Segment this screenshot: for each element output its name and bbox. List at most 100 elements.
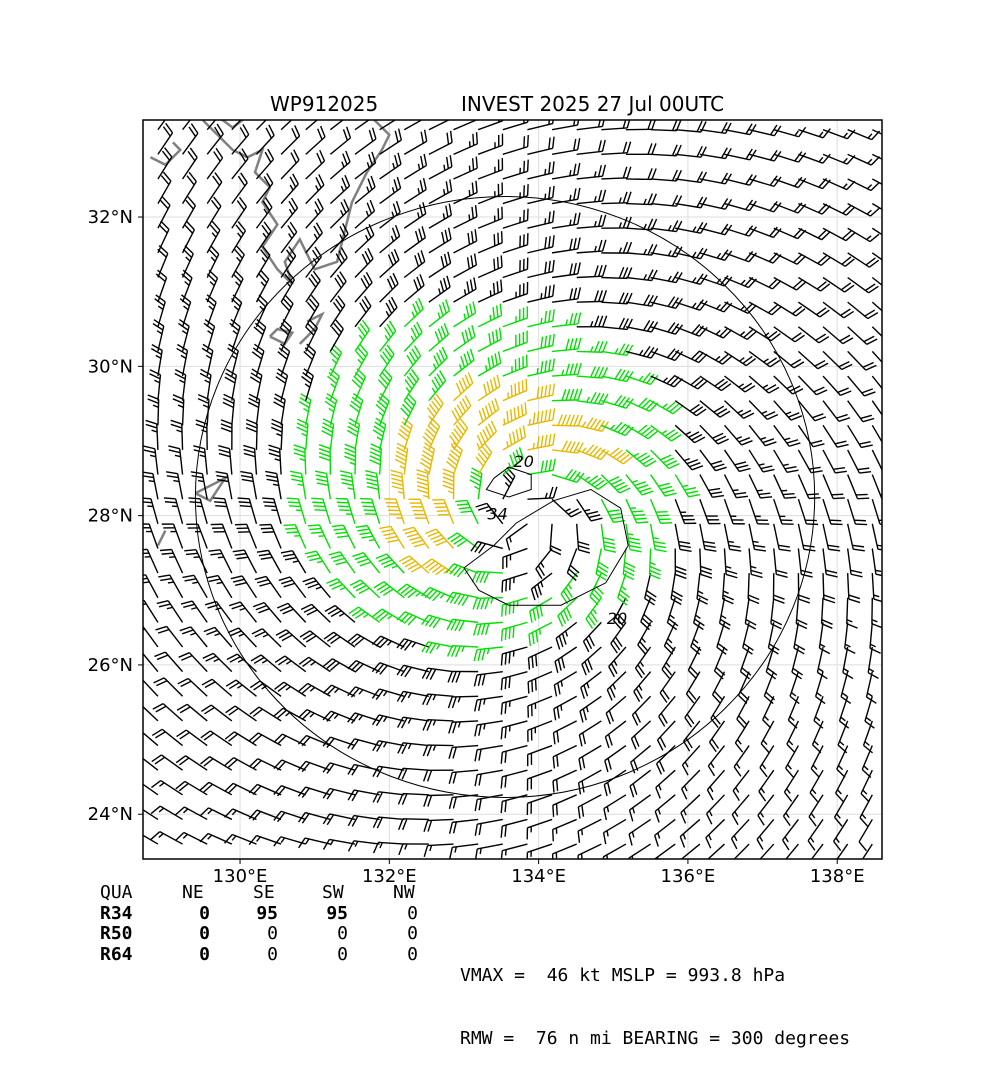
wind-barb bbox=[478, 134, 502, 155]
wind-barb bbox=[251, 655, 281, 672]
wind-barb bbox=[680, 819, 700, 847]
wind-barb bbox=[631, 721, 650, 749]
wind-barb bbox=[265, 471, 281, 499]
wind-barb bbox=[501, 721, 527, 739]
wind-barb bbox=[216, 472, 232, 500]
wind-barb bbox=[774, 499, 794, 524]
wind-barb bbox=[682, 770, 700, 799]
wind-barb bbox=[707, 795, 725, 824]
wind-barb bbox=[201, 705, 232, 721]
wind-barb bbox=[601, 142, 630, 155]
table-row: R64 0 0 0 0 bbox=[100, 945, 460, 966]
wind-barb bbox=[503, 306, 528, 326]
wind-barb bbox=[823, 450, 847, 473]
wind-barb bbox=[294, 445, 306, 475]
wind-barb bbox=[623, 548, 635, 579]
wind-barb bbox=[848, 278, 879, 293]
wind-barb bbox=[177, 730, 208, 745]
wind-barb bbox=[475, 819, 502, 835]
wind-barb bbox=[306, 174, 324, 203]
wind-barb bbox=[290, 471, 306, 499]
wind-barb bbox=[723, 573, 734, 604]
wind-barb bbox=[553, 770, 577, 792]
wind-barb bbox=[306, 199, 323, 229]
wind-barb bbox=[330, 127, 350, 155]
table-cell: 0 bbox=[267, 924, 278, 945]
wind-barb bbox=[578, 844, 601, 867]
wind-barb bbox=[552, 389, 582, 401]
wind-barb bbox=[675, 425, 705, 442]
wind-barb bbox=[304, 344, 316, 376]
wind-barb bbox=[724, 251, 756, 261]
wind-barb bbox=[429, 300, 450, 327]
wind-barb bbox=[424, 819, 453, 831]
table-cell: 0 bbox=[407, 904, 418, 925]
wind-barb bbox=[249, 759, 281, 770]
wind-barb bbox=[352, 553, 379, 573]
wind-barb bbox=[528, 696, 552, 717]
wind-barb bbox=[632, 696, 650, 725]
wind-barb bbox=[604, 770, 626, 796]
wind-barb bbox=[429, 107, 452, 130]
wind-barb bbox=[848, 401, 875, 422]
wind-barb bbox=[527, 408, 554, 425]
wind-barb bbox=[707, 770, 724, 800]
wind-barb bbox=[503, 355, 527, 376]
wind-barb bbox=[306, 126, 325, 154]
row-label-r64: R64 bbox=[100, 945, 133, 966]
wind-barb bbox=[553, 795, 577, 817]
wind-barb bbox=[246, 420, 257, 450]
wind-barb bbox=[399, 819, 429, 830]
wind-barb bbox=[323, 685, 355, 696]
wind-barb bbox=[209, 550, 232, 573]
wind-barb bbox=[848, 475, 870, 499]
wind-barb bbox=[188, 498, 207, 524]
wind-barb bbox=[601, 167, 630, 179]
coastline-segment bbox=[151, 142, 181, 164]
wind-barb bbox=[555, 647, 577, 673]
wind-barb bbox=[474, 672, 502, 687]
wind-barb bbox=[527, 383, 554, 400]
wind-barb bbox=[447, 619, 478, 631]
header-ne: NE bbox=[182, 883, 204, 904]
wind-barb bbox=[650, 548, 661, 578]
wind-barb bbox=[281, 125, 299, 154]
wind-barb bbox=[527, 260, 554, 278]
wind-barb bbox=[259, 524, 281, 548]
x-tick-label: 136°E bbox=[661, 866, 716, 887]
wind-barb bbox=[455, 500, 478, 523]
wind-barb bbox=[153, 704, 183, 721]
wind-barb bbox=[152, 729, 182, 745]
wind-barb bbox=[137, 524, 158, 548]
wind-barb bbox=[330, 272, 346, 303]
wind-barb bbox=[683, 746, 700, 776]
wind-barb bbox=[315, 471, 330, 499]
wind-barb bbox=[527, 211, 554, 229]
wind-barb bbox=[700, 450, 727, 471]
wind-barb bbox=[240, 472, 256, 500]
wind-barb bbox=[380, 153, 401, 179]
coastline bbox=[151, 116, 390, 545]
wind-barb bbox=[355, 128, 376, 155]
wind-barb bbox=[401, 394, 416, 426]
header-qua: QUA bbox=[100, 883, 133, 904]
wind-barb bbox=[550, 524, 561, 555]
wind-barb bbox=[231, 576, 257, 598]
y-tick-label: 24°N bbox=[88, 804, 133, 825]
wind-barb bbox=[454, 278, 476, 303]
wind-barb bbox=[355, 224, 374, 253]
y-tick-label: 28°N bbox=[88, 506, 133, 527]
wind-barb bbox=[449, 770, 478, 784]
wind-barb bbox=[403, 527, 429, 548]
wind-barb bbox=[527, 487, 556, 499]
wind-barb bbox=[848, 302, 878, 318]
wind-barb bbox=[774, 573, 785, 603]
wind-barb bbox=[604, 795, 626, 820]
wind-barb bbox=[478, 398, 498, 425]
wind-barb bbox=[384, 499, 404, 524]
wind-barb bbox=[552, 287, 580, 302]
wind-barb bbox=[584, 622, 602, 651]
wind-barb bbox=[478, 375, 500, 401]
wind-barb bbox=[281, 174, 298, 204]
wind-barb bbox=[626, 475, 653, 495]
